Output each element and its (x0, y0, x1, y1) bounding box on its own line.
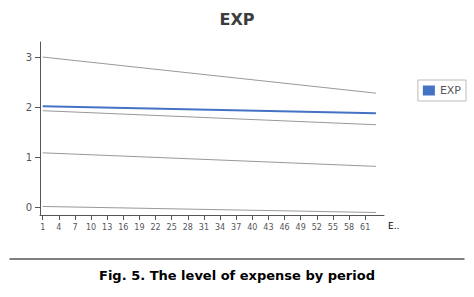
svg-text:46: 46 (279, 223, 289, 232)
svg-text:4: 4 (56, 223, 61, 232)
svg-text:16: 16 (118, 223, 128, 232)
svg-text:E..: E.. (388, 221, 399, 231)
svg-text:1: 1 (26, 152, 32, 163)
svg-text:52: 52 (312, 223, 322, 232)
svg-text:28: 28 (183, 223, 193, 232)
svg-text:49: 49 (296, 223, 306, 232)
svg-text:EXP: EXP (440, 84, 461, 97)
svg-text:2: 2 (26, 102, 32, 113)
svg-text:22: 22 (150, 223, 160, 232)
svg-text:13: 13 (102, 223, 112, 232)
svg-text:61: 61 (360, 223, 370, 232)
svg-text:19: 19 (134, 223, 144, 232)
svg-text:58: 58 (344, 223, 354, 232)
svg-text:0: 0 (26, 202, 32, 213)
svg-text:3: 3 (26, 52, 32, 63)
svg-text:40: 40 (247, 223, 257, 232)
svg-text:Fig. 5. The level of expense b: Fig. 5. The level of expense by period (99, 268, 375, 283)
svg-text:31: 31 (199, 223, 209, 232)
svg-text:43: 43 (263, 223, 273, 232)
svg-text:55: 55 (328, 223, 338, 232)
svg-text:7: 7 (72, 223, 77, 232)
svg-text:25: 25 (167, 223, 177, 232)
svg-text:34: 34 (215, 223, 225, 232)
svg-text:37: 37 (231, 223, 241, 232)
svg-text:10: 10 (86, 223, 96, 232)
svg-text:EXP: EXP (220, 10, 255, 29)
svg-text:1: 1 (40, 223, 45, 232)
